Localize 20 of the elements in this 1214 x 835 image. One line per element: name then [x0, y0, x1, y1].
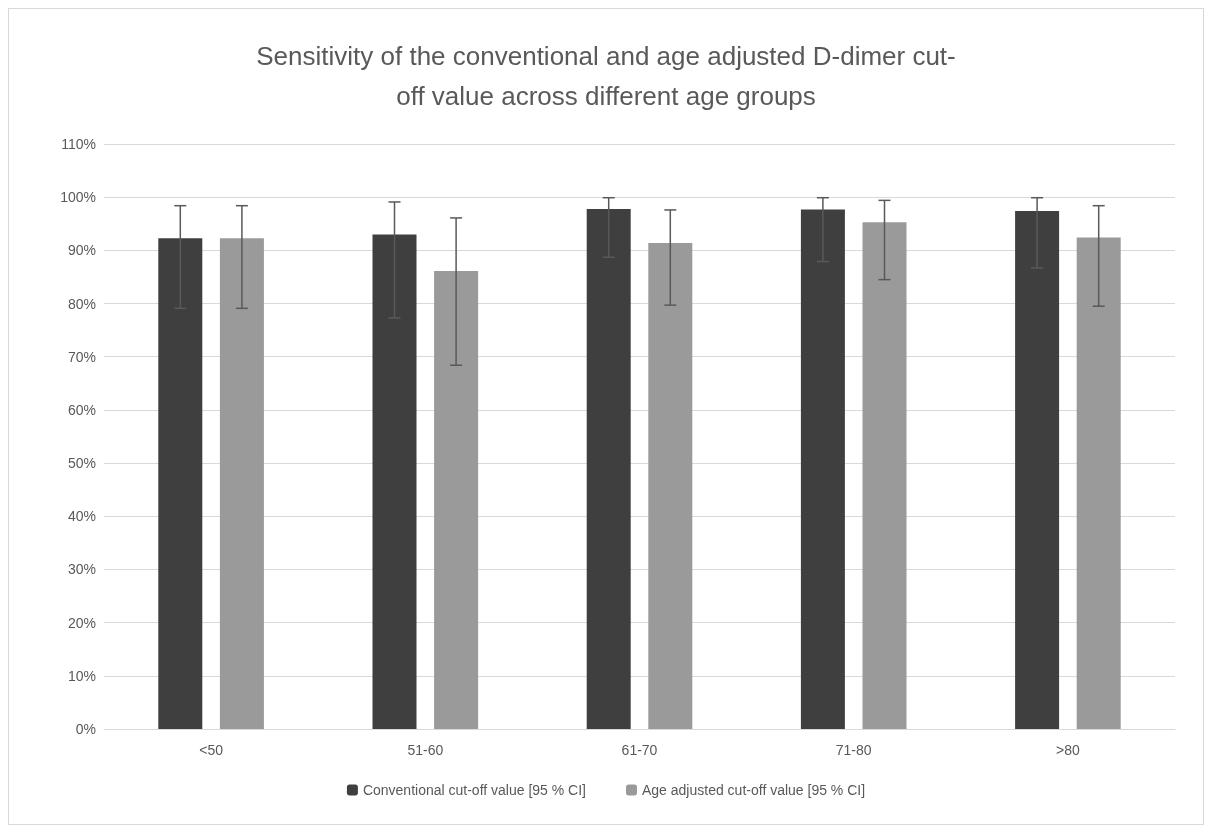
x-tick-label: 61-70: [621, 742, 658, 758]
y-tick-label: 40%: [67, 508, 96, 525]
chart-title: Sensitivity of the conventional and age adjusted D-dimer cut- off value across different age groups: [256, 41, 956, 111]
y-tick-label: 80%: [67, 295, 96, 312]
y-tick-label: 50%: [67, 455, 96, 472]
y-tick-label: 0%: [75, 721, 96, 737]
y-tick-label: 90%: [67, 242, 96, 259]
x-tick-label: >80: [1056, 742, 1080, 758]
y-tick-label: 100%: [60, 189, 96, 206]
y-tick-label: 10%: [67, 667, 96, 684]
x-tick-label: 51-60: [407, 742, 444, 758]
x-tick-label: <50: [199, 742, 224, 758]
y-tick-label: 30%: [67, 561, 96, 578]
y-tick-label: 110%: [61, 136, 96, 152]
y-tick-label: 20%: [67, 614, 96, 631]
x-tick-label: 71-80: [835, 742, 872, 758]
y-tick-label: 70%: [67, 348, 96, 365]
legend-label: Conventional cut-off value [95 % CI]: [362, 782, 586, 798]
legend-label: Age adjusted cut-off value [95 % CI]: [642, 782, 866, 798]
y-tick-label: 60%: [67, 401, 96, 418]
